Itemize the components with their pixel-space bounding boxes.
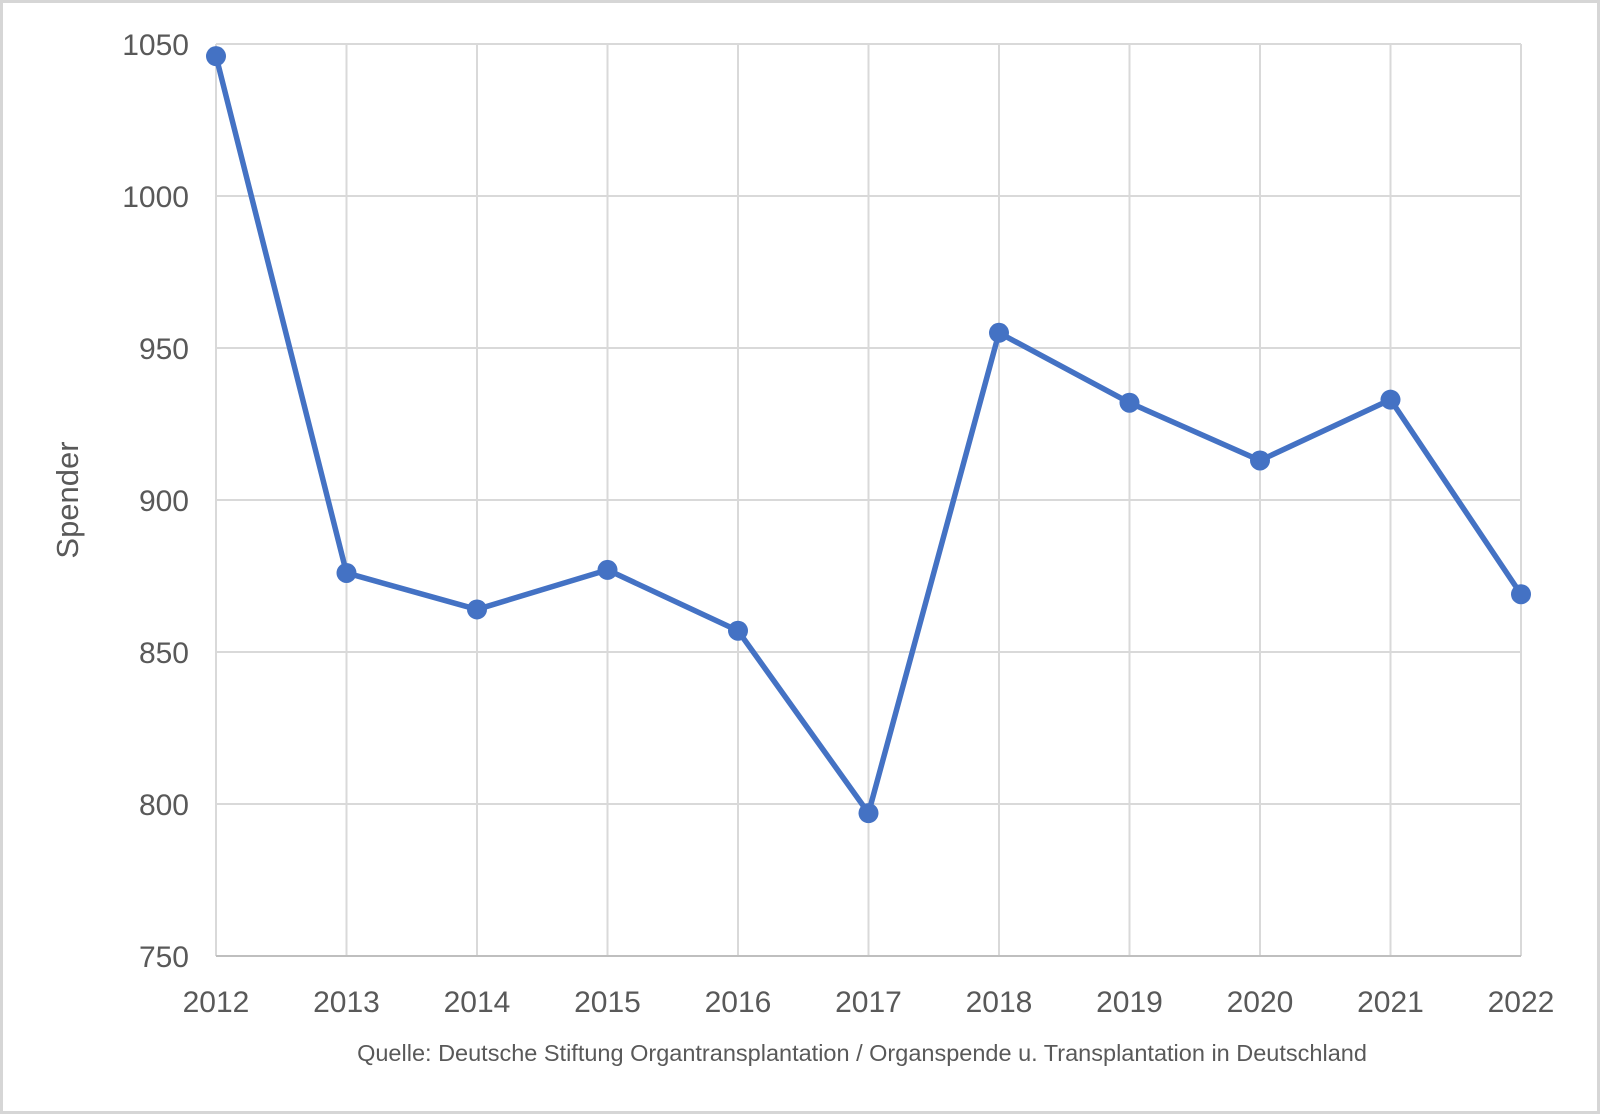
source-note: Quelle: Deutsche Stiftung Organtransplan… [357,1040,1367,1066]
x-tick-label: 2021 [1357,986,1424,1019]
x-tick-label: 2015 [574,986,641,1019]
y-tick-label: 900 [139,485,189,518]
data-point-2015 [597,559,618,580]
x-tick-label: 2013 [313,986,380,1019]
y-tick-label: 1050 [122,29,189,62]
x-axis-tick-labels: 2012 2013 2014 2015 2016 2017 2018 2019 2020 2021… [183,986,1555,1019]
x-tick-label: 2017 [835,986,902,1019]
x-tick-label: 2020 [1227,986,1294,1019]
x-tick-label: 2012 [183,986,250,1019]
y-tick-label: 1000 [122,181,189,214]
y-tick-label: 950 [139,333,189,366]
x-tick-label: 2018 [966,986,1033,1019]
data-point-2019 [1119,392,1140,413]
x-tick-label: 2016 [705,986,772,1019]
data-point-2018 [989,322,1009,343]
data-series [206,46,1531,824]
x-tick-label: 2014 [444,986,511,1019]
data-point-2021 [1380,389,1401,410]
y-tick-label: 850 [139,637,189,670]
y-axis-tick-labels: 1050 1000 950 900 850 800 750 [122,29,189,974]
x-tick-label: 2022 [1488,986,1555,1019]
y-axis-title: Spender [50,441,85,558]
data-point-2014 [467,599,487,620]
data-point-2020 [1250,450,1270,471]
x-tick-label: 2019 [1096,986,1163,1019]
y-tick-label: 800 [139,789,189,822]
data-point-2017 [858,803,879,824]
y-tick-label: 750 [139,941,189,974]
data-point-2012 [206,46,226,67]
data-point-2016 [728,620,748,641]
data-point-2013 [336,562,357,583]
data-point-2022 [1511,584,1531,605]
